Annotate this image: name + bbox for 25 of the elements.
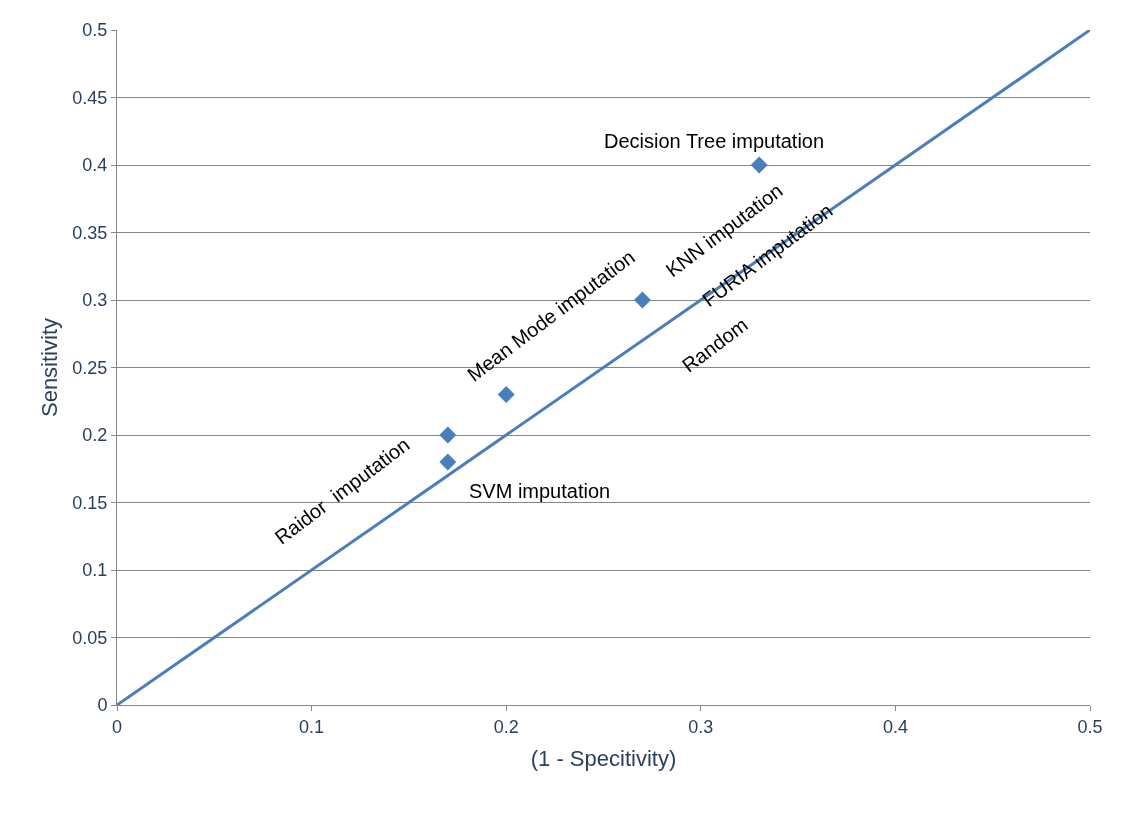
y-tick-label: 0.05 [72,627,108,648]
x-tick-label: 0.2 [493,716,519,737]
y-tick-label: 0.5 [82,20,108,41]
y-axis-title: Sensitivity [37,317,63,418]
y-tick-label: 0.45 [72,87,108,108]
x-tick-label: 0.5 [1077,716,1103,737]
point [439,453,457,471]
x-tick-label: 0.4 [882,716,908,737]
y-tick-label: 0.1 [82,560,108,581]
annotation: Decision Tree imputation [604,130,825,152]
x-tick-label: 0.1 [299,716,325,737]
y-tick-label: 0.35 [72,222,108,243]
y-tick-label: 0.2 [82,425,108,446]
x-tick-label: 0 [111,716,123,737]
y-tick-label: 0.4 [82,155,108,176]
point [497,386,515,403]
y-tick-label: 0.25 [72,357,108,378]
point [750,156,768,174]
x-axis-title: (1 - Specitivity) [530,746,677,772]
y-tick-label: 0.15 [72,492,108,513]
x-tick-label: 0.3 [688,716,714,737]
point [439,426,457,444]
annotation: SVM imputation [469,480,611,502]
y-tick-label: 0.3 [82,290,108,311]
y-tick-label: 0 [97,695,108,716]
